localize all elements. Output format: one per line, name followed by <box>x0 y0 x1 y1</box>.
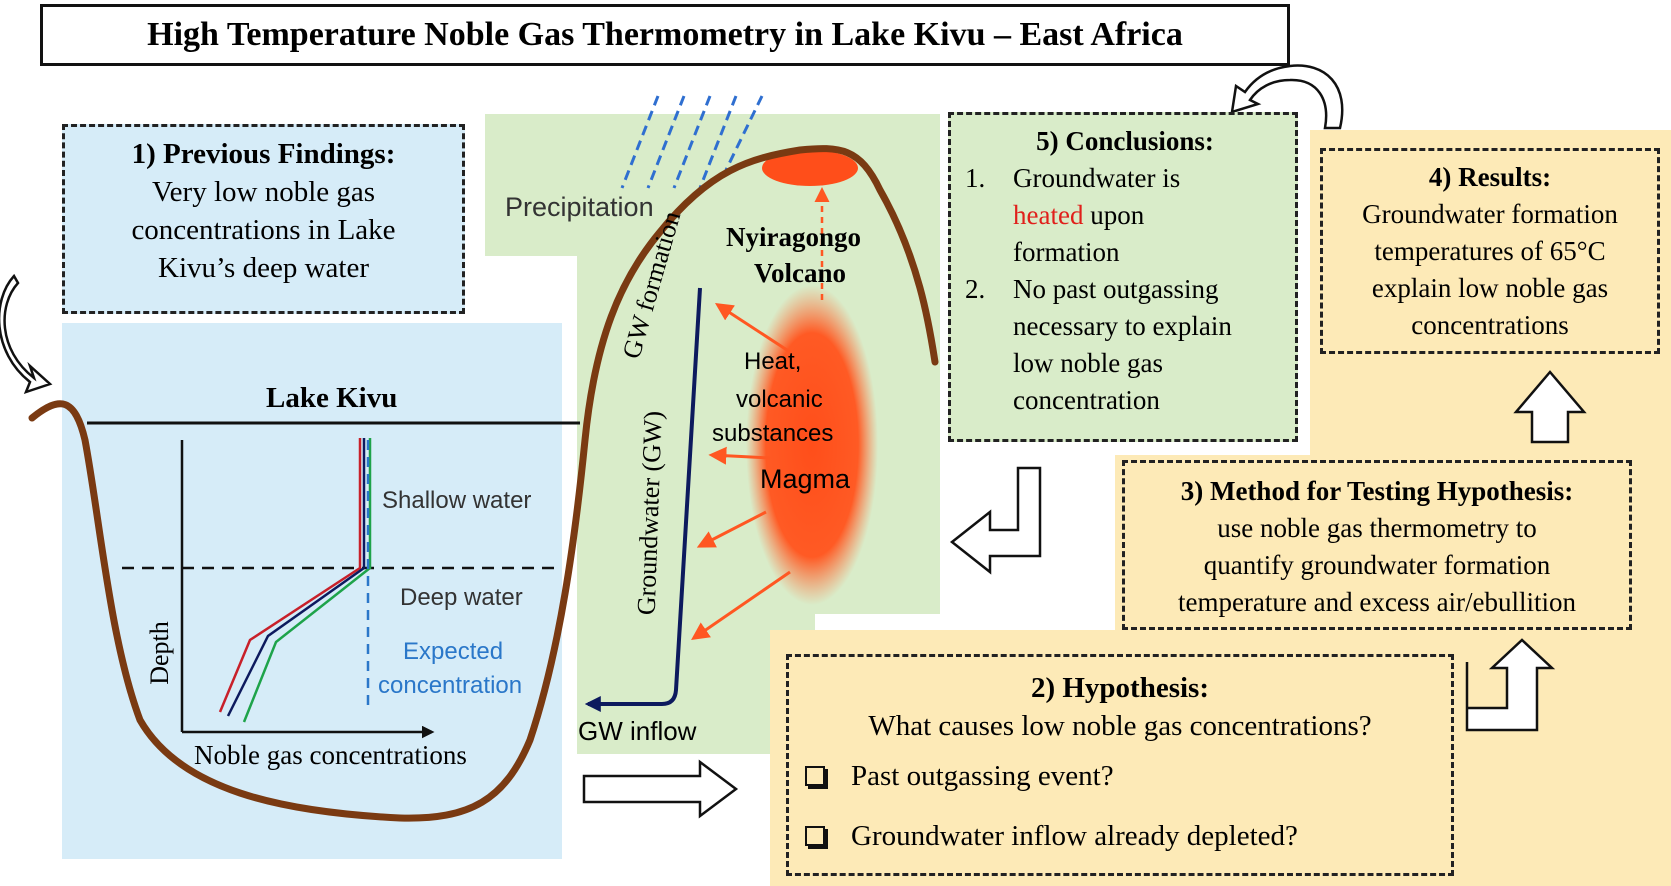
profile-lines <box>218 438 372 723</box>
results-box: 4) Results: Groundwater formation temper… <box>1320 148 1660 354</box>
precipitation-lines <box>620 95 764 189</box>
volcano-name-2: Volcano <box>754 258 847 288</box>
conclusion-text: concentration <box>1013 385 1160 415</box>
checkbox-icon <box>805 826 825 846</box>
conclusion-number: 2. <box>965 274 986 304</box>
previous-findings-line: Kivu’s deep water <box>158 252 369 284</box>
magma-label: Magma <box>760 464 851 494</box>
hypothesis-heading: 2) Hypothesis: <box>1030 672 1210 704</box>
checkbox-icon <box>805 766 825 786</box>
conclusion-text: necessary to explain <box>1013 311 1232 341</box>
terrain-outline <box>28 145 939 822</box>
arrow-method-to-conclusions <box>949 466 1042 575</box>
conclusion-heated-highlight: heated <box>1013 200 1084 230</box>
results-line: explain low noble gas <box>1371 273 1609 303</box>
results-line: temperatures of 65°C <box>1374 236 1606 266</box>
previous-findings-heading: 1) Previous Findings: <box>131 138 396 170</box>
volcano-name-1: Nyiragongo <box>726 222 861 252</box>
previous-findings-box: 1) Previous Findings: Very low noble gas… <box>62 124 465 314</box>
shallow-water-label: Shallow water <box>382 487 532 514</box>
previous-findings-line: Very low noble gas <box>151 176 376 208</box>
conclusions-heading: 5) Conclusions: <box>1036 126 1214 156</box>
heat-label-3: substances <box>712 420 834 447</box>
results-line: concentrations <box>1411 310 1569 340</box>
conclusions-box: 5) Conclusions: 1. Groundwater is heated… <box>948 112 1298 442</box>
results-heading: 4) Results: <box>1428 162 1552 192</box>
profile-green <box>242 438 372 723</box>
arrow-box1-to-lake <box>0 273 53 395</box>
conc-axis-label: Noble gas concentrations <box>194 740 467 770</box>
heat-arrows <box>691 303 791 641</box>
conclusion-text: Groundwater is <box>1013 163 1181 193</box>
expected-label-2: concentration <box>378 672 523 699</box>
previous-findings-line: concentrations in Lake <box>131 214 396 246</box>
gw-inflow-label: GW inflow <box>578 716 697 746</box>
hypothesis-question: What causes low noble gas concentrations… <box>868 710 1372 742</box>
method-heading: 3) Method for Testing Hypothesis: <box>1180 476 1574 506</box>
hypothesis-option-label: Groundwater inflow already depleted? <box>851 820 1298 852</box>
precipitation-label: Precipitation <box>505 192 654 222</box>
conclusion-text: formation <box>1013 237 1120 267</box>
lake-name: Lake Kivu <box>266 382 398 414</box>
hypothesis-option-label: Past outgassing event? <box>851 760 1114 792</box>
conclusion-number: 1. <box>965 163 986 193</box>
arrow-lake-to-hypothesis <box>582 759 739 819</box>
method-line: temperature and excess air/ebullition <box>1177 587 1577 617</box>
crater-magma <box>762 150 858 186</box>
magma-chamber <box>746 285 878 605</box>
arrow-results-to-conclusions <box>1230 64 1344 130</box>
groundwater-flow <box>584 287 702 712</box>
hypothesis-option-1: Past outgassing event? <box>805 757 1451 795</box>
hypothesis-option-2: Groundwater inflow already depleted? <box>805 817 1451 855</box>
page-title: High Temperature Noble Gas Thermometry i… <box>40 4 1290 66</box>
expected-label-1: Expected <box>403 638 504 665</box>
depth-axis-label: Depth <box>144 621 174 685</box>
profile-red <box>218 438 362 713</box>
conclusion-item-1: 1. Groundwater is heated upon formation <box>965 160 1285 271</box>
conclusion-text: low noble gas <box>1013 348 1163 378</box>
deep-water-label: Deep water <box>400 584 523 611</box>
heat-label-2: volcanic <box>736 386 823 413</box>
conclusion-text: upon <box>1083 200 1145 230</box>
conclusion-text: No past outgassing <box>1013 274 1219 304</box>
results-line: Groundwater formation <box>1362 199 1618 229</box>
arrow-method-to-results <box>1513 370 1587 444</box>
method-box: 3) Method for Testing Hypothesis: use no… <box>1122 460 1632 630</box>
heat-label-1: Heat, <box>744 348 802 375</box>
hypothesis-box: 2) Hypothesis: What causes low noble gas… <box>786 654 1454 876</box>
profile-navy <box>226 438 366 717</box>
lake-panel-bg <box>62 323 562 859</box>
arrow-hypothesis-to-method <box>1465 638 1556 732</box>
method-line: use noble gas thermometry to <box>1217 513 1537 543</box>
conclusion-item-2: 2. No past outgassing necessary to expla… <box>965 271 1285 419</box>
method-line: quantify groundwater formation <box>1203 550 1551 580</box>
